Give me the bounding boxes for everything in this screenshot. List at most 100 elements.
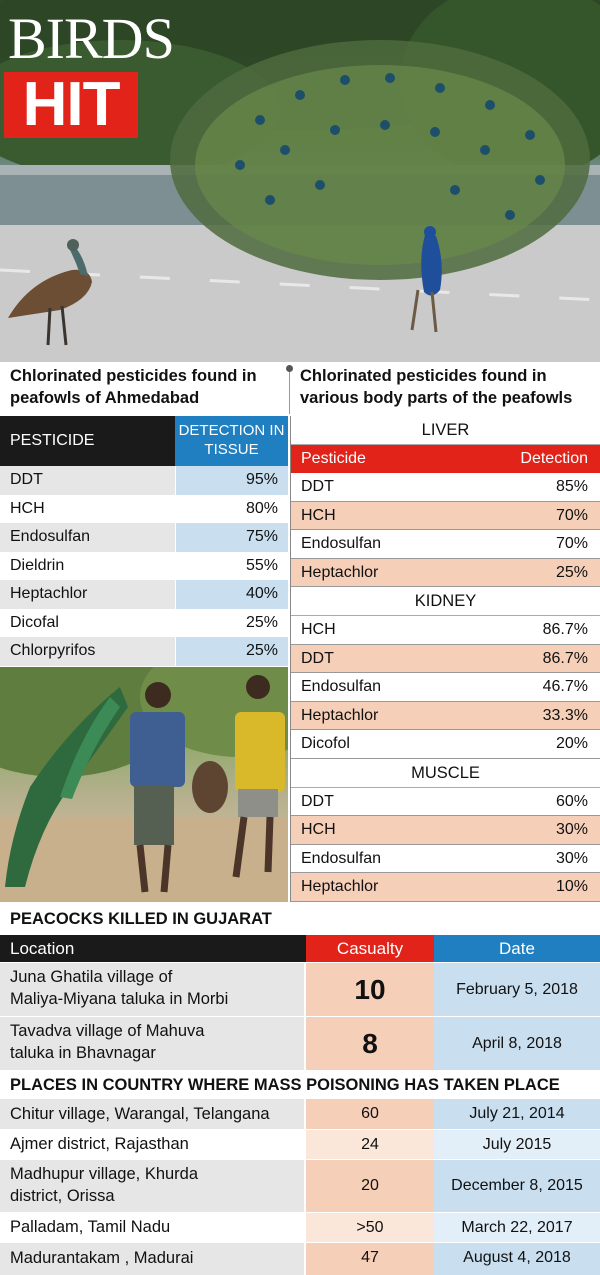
detection-value: 25% (555, 563, 588, 581)
casualty-value: >50 (306, 1213, 434, 1242)
pesticide-name: HCH (301, 621, 336, 638)
table-header: Location Casualty Date (0, 935, 600, 962)
pesticide-name: Dieldrin (10, 556, 65, 574)
body-parts-detection-table: LIVER Pesticide Detection DDT 85% HCH 70% … (290, 416, 600, 902)
headline-hit: HIT (4, 72, 138, 138)
column-divider (286, 365, 293, 414)
table-row: Madhupur village, Khurda district, Oriss… (0, 1160, 600, 1212)
detection-value: 70% (555, 535, 588, 552)
casualty-value: 60 (306, 1099, 434, 1129)
date-value: August 4, 2018 (434, 1243, 600, 1275)
detection-value: 20% (555, 735, 588, 752)
group-label-muscle: MUSCLE (291, 758, 600, 788)
column-header-detection: DETECTION IN TISSUE (175, 416, 288, 466)
detection-value: 46.7% (542, 678, 588, 695)
table-row: Chitur village, Warangal, Telangana 60 J… (0, 1099, 600, 1129)
location-line: district, Orissa (10, 1187, 115, 1205)
location-cell: Juna Ghatila village of Maliya-Miyana ta… (0, 963, 304, 1016)
casualty-value: 47 (306, 1243, 434, 1275)
pesticide-name: Dicofal (10, 613, 59, 631)
section-headings: Chlorinated pesticides found in peafowls… (0, 362, 600, 416)
table-row: Dicofal 25% (0, 608, 288, 637)
table-row: Heptachlor 33.3% (291, 701, 600, 730)
location-cell: Madhupur village, Khurda district, Oriss… (0, 1160, 304, 1212)
table-row: HCH 30% (291, 816, 600, 845)
detection-value: 25% (175, 608, 288, 637)
detection-value: 70% (555, 506, 588, 524)
pesticide-name: HCH (301, 821, 336, 838)
date-value: July 2015 (434, 1130, 600, 1159)
detection-value: 30% (555, 849, 588, 867)
detection-value: 10% (555, 878, 588, 895)
pesticide-name: Endosulfan (0, 523, 175, 552)
table-row: Endosulfan 30% (291, 844, 600, 873)
killed-table-heading: PEACOCKS KILLED IN GUJARAT (0, 903, 600, 935)
casualty-value: 8 (306, 1017, 434, 1070)
location-line: Juna Ghatila village of (10, 968, 173, 986)
pesticide-name: Chlorpyrifos (0, 637, 175, 666)
pesticide-name: Heptachlor (301, 878, 379, 895)
date-value: February 5, 2018 (434, 963, 600, 1016)
column-header-pesticide: PESTICIDE (0, 416, 175, 466)
men-carrying-peacocks-photo (0, 667, 288, 902)
pesticide-name: Endosulfan (301, 535, 382, 552)
pesticide-name: DDT (301, 649, 334, 667)
table-row: Dieldrin 55% (0, 551, 288, 580)
table-row: Heptachlor 25% (291, 558, 600, 587)
date-value: December 8, 2015 (434, 1160, 600, 1212)
table-row: Endosulfan 75% (0, 523, 288, 552)
detection-value: 86.7% (542, 621, 588, 638)
group-label-liver: LIVER (291, 416, 600, 445)
table-row: DDT 85% (291, 473, 600, 502)
table-row: DDT 86.7% (291, 644, 600, 673)
table-row: Ajmer district, Rajasthan 24 July 2015 (0, 1130, 600, 1159)
column-header-pesticide: Pesticide (301, 450, 366, 467)
pesticide-name: DDT (301, 792, 334, 810)
pesticide-name: Heptachlor (0, 580, 175, 609)
casualty-value: 20 (306, 1160, 434, 1212)
location-cell: Tavadva village of Mahuva taluka in Bhav… (0, 1017, 304, 1070)
group-label-kidney: KIDNEY (291, 587, 600, 616)
table-row: HCH 70% (291, 501, 600, 530)
pesticide-name: Heptachlor (301, 563, 379, 581)
table-row: DDT 95% (0, 466, 288, 495)
tissue-detection-table: PESTICIDE DETECTION IN TISSUE DDT 95% HCH… (0, 416, 288, 666)
table-row: Endosulfan 70% (291, 530, 600, 559)
detection-value: 40% (175, 580, 288, 609)
table-row: HCH 80% (0, 494, 288, 523)
pesticide-name: Heptachlor (301, 706, 379, 724)
location-line: Maliya-Miyana taluka in Morbi (10, 990, 229, 1008)
headline-birds: BIRDS (8, 6, 175, 71)
date-value: July 21, 2014 (434, 1099, 600, 1129)
table-row: Dicofol 20% (291, 730, 600, 759)
detection-value: 80% (175, 494, 288, 523)
table-row: Heptachlor 10% (291, 873, 600, 902)
detection-value: 60% (555, 792, 588, 810)
photo-illustration (0, 667, 288, 902)
pesticide-name: Endosulfan (301, 678, 382, 695)
location-value: Madurantakam , Madurai (0, 1243, 304, 1275)
pesticide-name: HCH (10, 499, 45, 517)
table-row: Palladam, Tamil Nadu >50 March 22, 2017 (0, 1213, 600, 1242)
location-value: Ajmer district, Rajasthan (0, 1130, 304, 1159)
table-header: PESTICIDE DETECTION IN TISSUE (0, 416, 288, 466)
location-line: Tavadva village of Mahuva (10, 1022, 205, 1040)
pesticide-name: Endosulfan (301, 849, 382, 867)
casualty-value: 24 (306, 1130, 434, 1159)
column-header-location: Location (10, 939, 75, 958)
date-value: April 8, 2018 (434, 1017, 600, 1070)
detection-value: 25% (175, 637, 288, 666)
detection-value: 85% (555, 478, 588, 495)
peacock-photo-illustration (0, 0, 600, 362)
location-value: Chitur village, Warangal, Telangana (0, 1099, 304, 1129)
hero-photo: BIRDS HIT (0, 0, 600, 362)
column-header-detection: Detection (520, 450, 588, 467)
table-row: Chlorpyrifos 25% (0, 637, 288, 666)
tissue-table-heading: Chlorinated pesticides found in peafowls… (10, 367, 257, 407)
column-header-casualty: Casualty (306, 935, 434, 962)
table-header: Pesticide Detection (291, 445, 600, 473)
table-row: Madurantakam , Madurai 47 August 4, 2018 (0, 1243, 600, 1275)
table-row: Tavadva village of Mahuva taluka in Bhav… (0, 1017, 600, 1070)
pesticide-name: Dicofol (301, 735, 350, 752)
table-row: Heptachlor 40% (0, 580, 288, 609)
